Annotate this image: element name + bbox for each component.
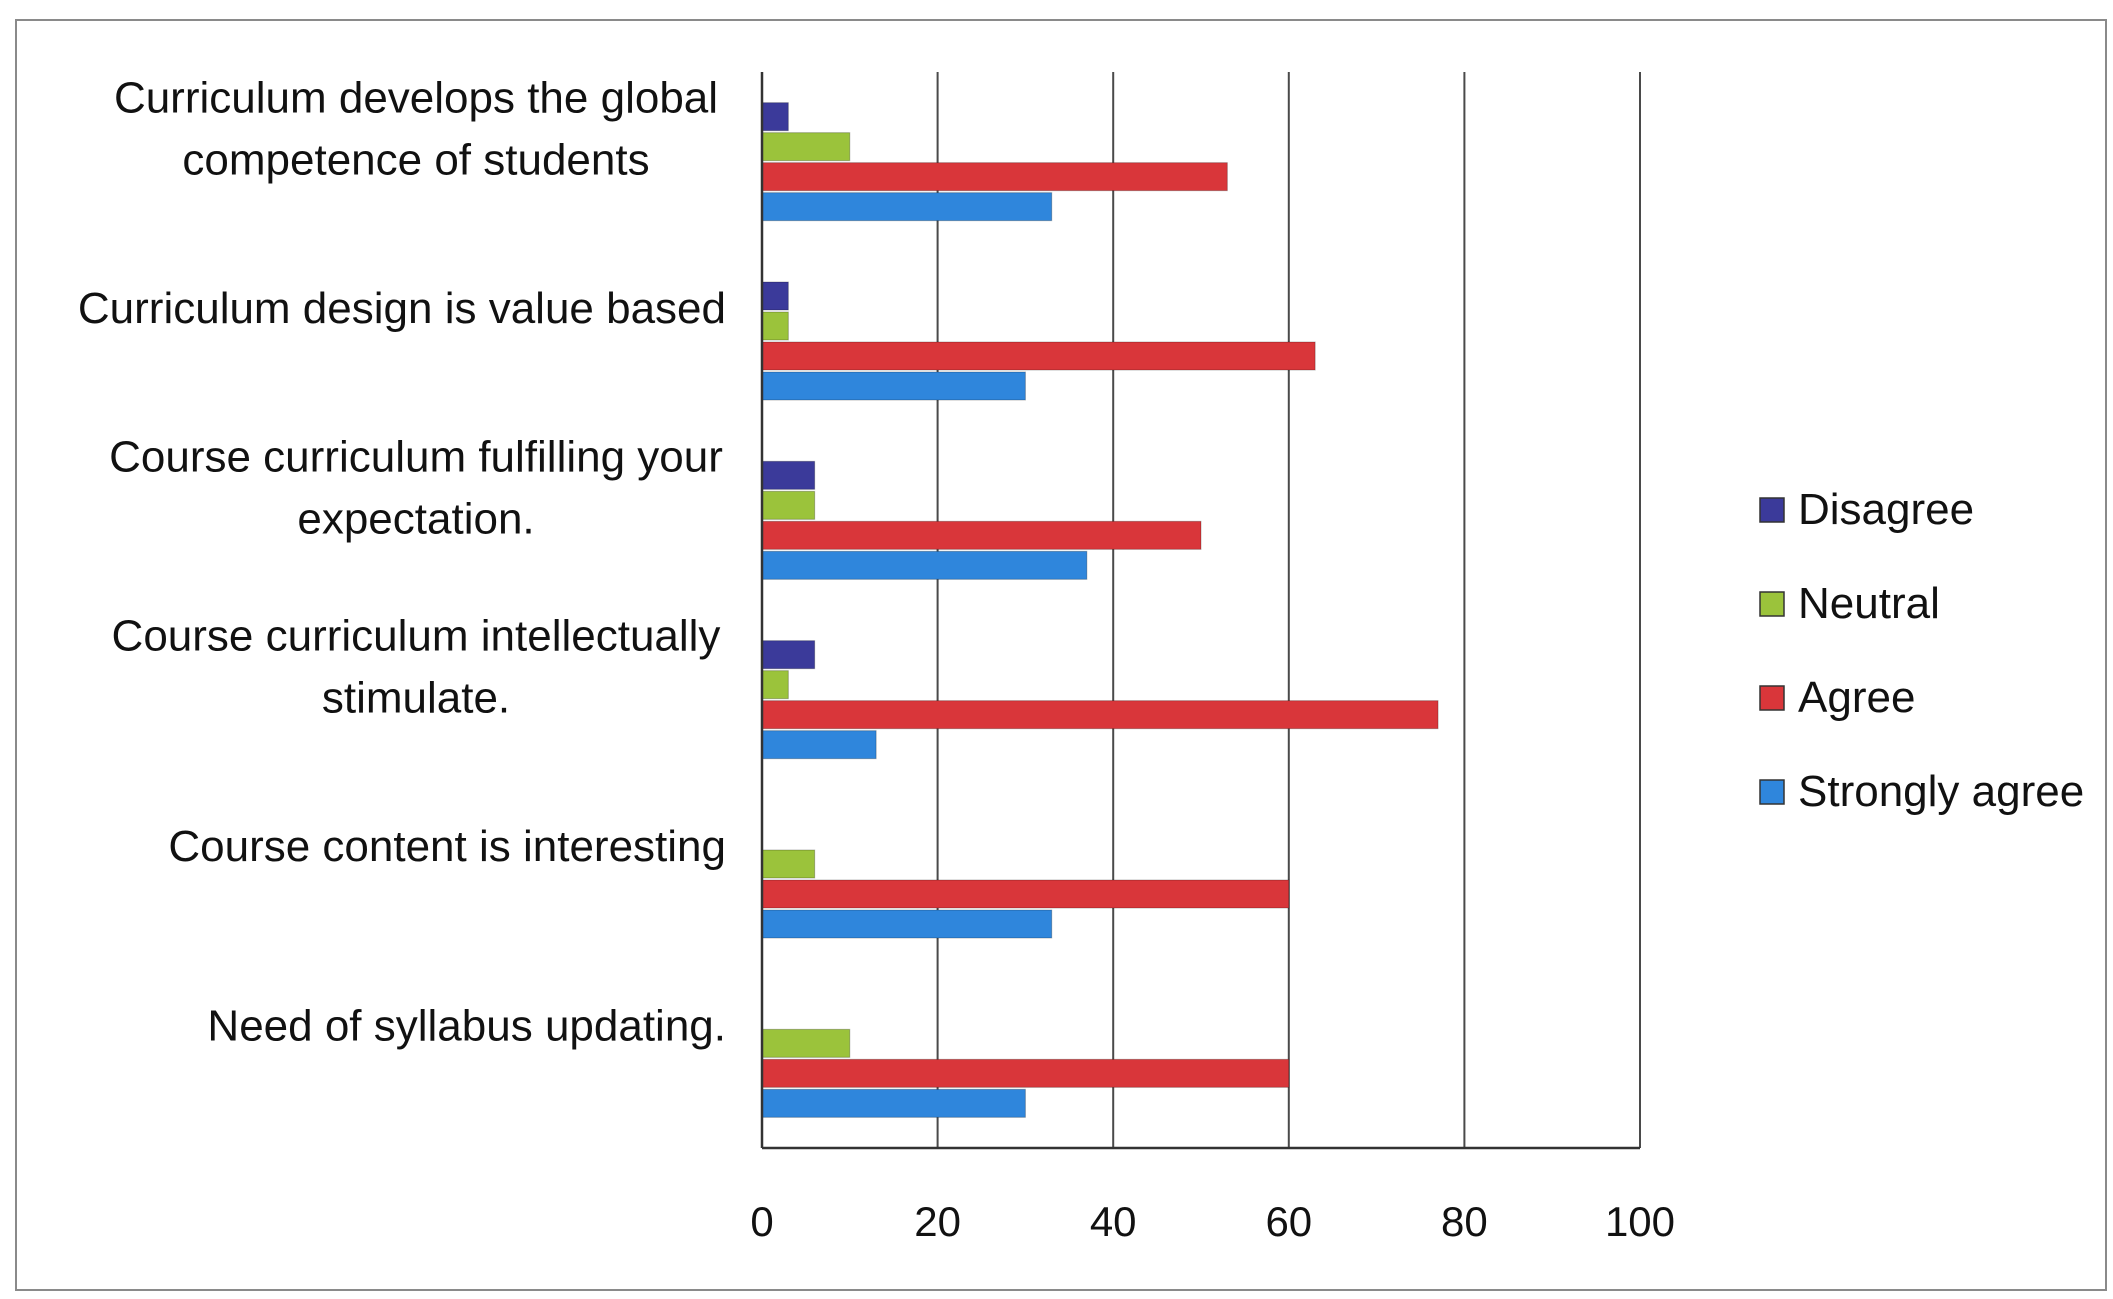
bar-agree [761,700,1439,730]
category-label-line: stimulate. [322,674,510,723]
legend-swatch [1759,497,1785,523]
bar-strongly-agree [761,909,1053,939]
category-label-line: Course content is interesting [168,822,726,871]
grid-lines [936,72,1641,1148]
bar-disagree [761,102,789,132]
legend-swatch [1759,685,1785,711]
category-label-line: Curriculum design is value based [78,284,726,333]
bar-neutral [761,849,816,879]
x-tick-label: 80 [1441,1198,1488,1245]
bar-agree [761,879,1290,909]
category-label-line: competence of students [182,136,649,185]
bar-disagree [761,640,816,670]
category-label: Need of syllabus updating. [207,1001,726,1050]
x-tick-label: 100 [1605,1198,1675,1245]
bar-agree [761,162,1228,192]
bar-strongly-agree [761,192,1053,222]
legend-label: Disagree [1798,485,1974,534]
bar-disagree [761,460,816,490]
bar-strongly-agree [761,550,1088,580]
legend-swatch [1759,591,1785,617]
category-label: Course curriculum intellectually stimulat… [112,612,721,723]
category-label-line: Curriculum develops the global [114,74,718,123]
legend-label: Strongly agree [1798,767,2084,816]
category-label-line: Course curriculum fulfilling your [109,432,723,481]
axes [760,72,1640,1150]
bar-neutral [761,311,789,341]
bar-neutral [761,1028,851,1058]
category-label: Course content is interesting [168,822,726,871]
bars [761,102,1439,1118]
legend: Disagree Neutral Agree Strongly agree [1759,485,2084,816]
bar-neutral [761,670,789,700]
bar-strongly-agree [761,1088,1026,1118]
x-tick-labels: 0 20 40 60 80 100 [750,1198,1675,1245]
bar-agree [761,1058,1290,1088]
category-labels: Curriculum develops the global competence… [78,74,726,1051]
category-label: Course curriculum fulfilling your expecta… [109,432,723,543]
x-tick-label: 0 [750,1198,773,1245]
bar-strongly-agree [761,371,1026,401]
bar-strongly-agree [761,730,877,760]
category-label-line: Need of syllabus updating. [207,1001,726,1050]
x-tick-label: 60 [1265,1198,1312,1245]
x-tick-label: 20 [914,1198,961,1245]
category-label: Curriculum develops the global competence… [114,74,718,185]
x-tick-label: 40 [1090,1198,1137,1245]
category-label-line: expectation. [297,494,534,543]
legend-label: Neutral [1798,579,1940,628]
category-label-line: Course curriculum intellectually [112,612,721,661]
legend-label: Agree [1798,673,1915,722]
category-label: Curriculum design is value based [78,284,726,333]
bar-neutral [761,490,816,520]
bar-agree [761,341,1316,371]
bar-neutral [761,132,851,162]
legend-swatch [1759,779,1785,805]
bar-agree [761,520,1202,550]
bar-disagree [761,281,789,311]
